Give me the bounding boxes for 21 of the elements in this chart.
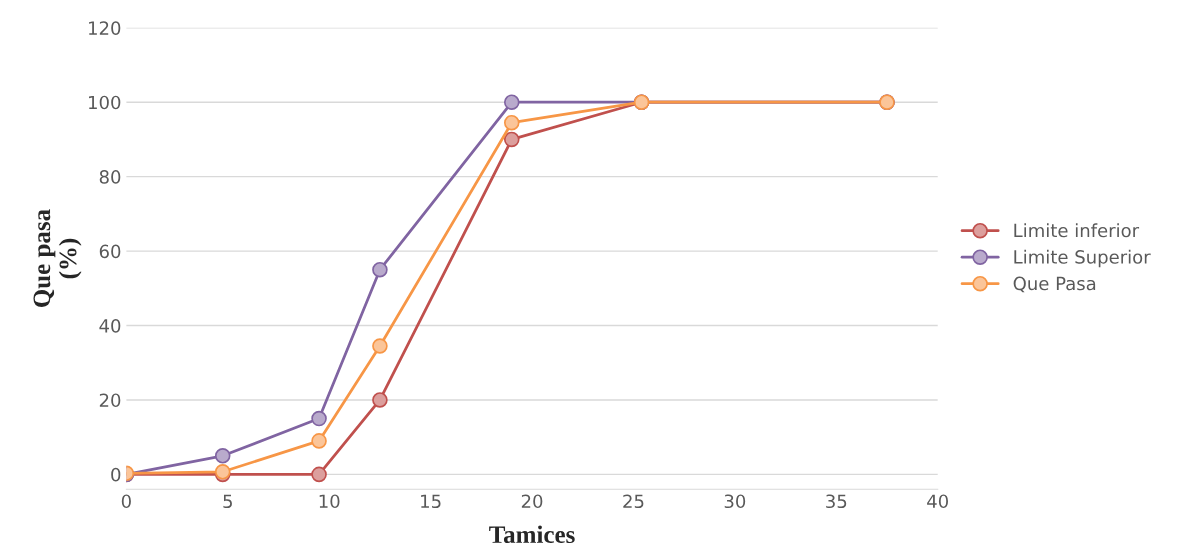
x-tick-label: 20 <box>521 494 543 509</box>
x-tick-label: 15 <box>421 494 441 509</box>
legend-label: Limite Superior <box>1014 249 1151 268</box>
y-tick-label: 80 <box>99 170 121 184</box>
y-axis-title: Que pasa (%) <box>33 209 82 307</box>
legend-label: Que Pasa <box>1013 276 1096 293</box>
y-tick-label: 120 <box>89 21 121 35</box>
x-tick-label: 35 <box>826 494 847 509</box>
x-tick-label: 0 <box>121 494 131 509</box>
x-tick-label: 40 <box>927 494 948 509</box>
x-tick-label: 5 <box>223 494 232 509</box>
legend-label: Limite inferior <box>1014 223 1140 238</box>
x-axis-title: Tamices <box>489 525 575 544</box>
y-tick-label: 60 <box>99 244 121 259</box>
y-tick-label: 0 <box>111 467 121 482</box>
x-tick-label: 30 <box>724 494 746 509</box>
x-tick-label: 10 <box>319 494 340 509</box>
x-tick-label: 25 <box>623 494 644 509</box>
y-tick-label: 100 <box>89 95 121 110</box>
y-tick-label: 20 <box>99 393 121 408</box>
y-tick-label: 40 <box>99 318 121 333</box>
